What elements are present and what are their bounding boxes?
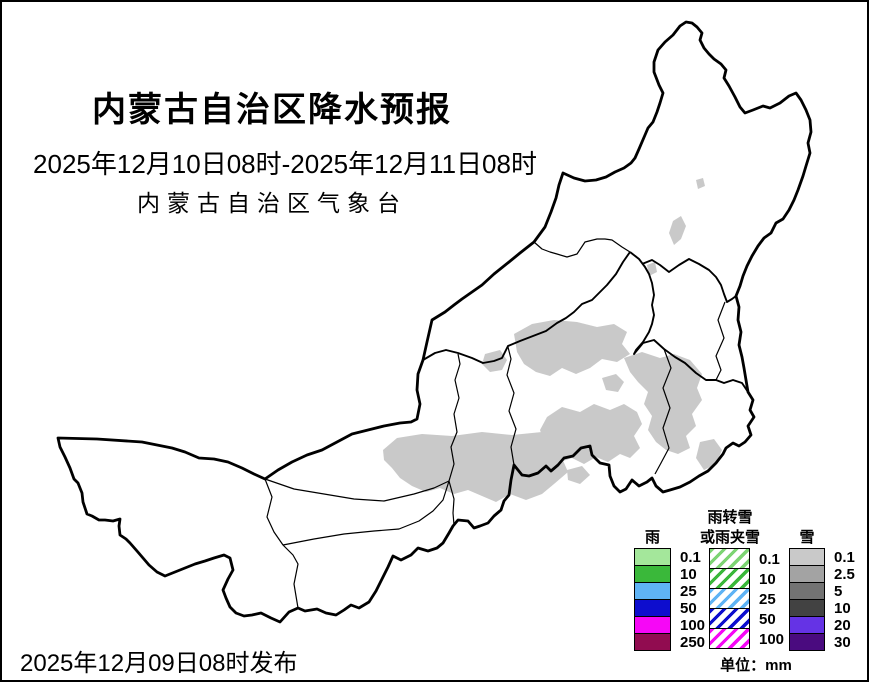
legend-swatch bbox=[634, 582, 671, 600]
legend-row: 30 bbox=[789, 633, 855, 651]
page-title: 内蒙古自治区降水预报 bbox=[92, 91, 452, 129]
legend-snow-swatches: 0.1 2.5 5 10 20 30 bbox=[789, 548, 855, 651]
legend-snow-title: 雪 bbox=[799, 529, 815, 546]
legend-swatch bbox=[634, 616, 671, 634]
legend-sleet-title: 雨转雪 或雨夹雪 bbox=[699, 509, 760, 546]
legend-row: 25 bbox=[709, 588, 784, 609]
legend-sleet-swatches: 0.1 10 25 50 100 bbox=[709, 548, 785, 649]
legend-swatch bbox=[634, 565, 671, 583]
precip-patch-central bbox=[514, 320, 630, 376]
legend-value: 50 bbox=[759, 610, 776, 628]
river-north-boundary bbox=[264, 478, 450, 502]
precip-patch-northeast bbox=[669, 216, 686, 245]
precip-patch-southeast bbox=[540, 404, 642, 464]
issue-time: 2025年12月09日08时发布 bbox=[20, 650, 298, 677]
legend-value: 250 bbox=[680, 634, 706, 651]
precip-patch-band bbox=[383, 432, 574, 502]
hohhot-boundary bbox=[448, 353, 461, 526]
legend-value: 0.1 bbox=[759, 550, 780, 568]
tongliao-hinggan-boundary bbox=[715, 301, 726, 381]
legend-row: 10 bbox=[634, 565, 705, 583]
legend-value: 30 bbox=[834, 634, 851, 651]
legend-row: 0.1 bbox=[709, 548, 784, 569]
legend-value: 50 bbox=[680, 600, 697, 617]
legend-value: 10 bbox=[834, 600, 851, 617]
legend-value: 0.1 bbox=[680, 549, 701, 566]
legend-row: 50 bbox=[634, 599, 705, 617]
legend-swatch-hatched bbox=[709, 588, 750, 609]
legend-row: 0.1 bbox=[634, 548, 705, 566]
legend-row: 25 bbox=[634, 582, 705, 600]
legend-value: 0.1 bbox=[834, 549, 855, 566]
legend-swatch-hatched bbox=[709, 628, 750, 649]
legend-value: 100 bbox=[680, 617, 706, 634]
legend-value: 10 bbox=[759, 570, 776, 588]
legend-swatch bbox=[634, 548, 671, 566]
precip-patch bbox=[602, 374, 624, 392]
region-outline bbox=[56, 20, 813, 624]
legend-row: 10 bbox=[789, 599, 855, 617]
legend-swatch bbox=[789, 548, 825, 566]
legend-row: 50 bbox=[709, 608, 784, 629]
precip-patch bbox=[647, 262, 657, 276]
legend-swatch bbox=[634, 599, 671, 617]
legend-value: 20 bbox=[834, 617, 851, 634]
legend-row: 10 bbox=[709, 568, 784, 589]
precip-patch bbox=[696, 439, 722, 470]
legend-rain-swatches: 0.1 10 25 50 100 250 bbox=[634, 548, 706, 651]
legend-row: 250 bbox=[634, 633, 706, 651]
legend-row: 100 bbox=[709, 628, 785, 649]
legend-value: 10 bbox=[680, 566, 697, 583]
precip-patch-east bbox=[624, 352, 702, 454]
legend-row: 2.5 bbox=[789, 565, 855, 583]
ulanqab-xilingol-boundary bbox=[506, 346, 517, 466]
hinggan-west-boundary bbox=[641, 258, 737, 303]
legend-swatch bbox=[789, 565, 825, 583]
legend-swatch bbox=[789, 599, 825, 617]
ordos-north-boundary bbox=[282, 480, 450, 546]
precipitation-legend: 雨 0.1 10 25 50 100 bbox=[628, 498, 866, 678]
precip-patch bbox=[696, 178, 705, 189]
precip-patch bbox=[567, 466, 590, 484]
legend-swatch bbox=[634, 633, 671, 651]
legend-row: 100 bbox=[634, 616, 706, 634]
legend-value: 100 bbox=[759, 630, 785, 648]
legend-swatch-hatched bbox=[709, 568, 750, 589]
forecast-period: 2025年12月10日08时-2025年12月11日08时 bbox=[33, 149, 537, 179]
legend-row: 5 bbox=[789, 582, 855, 600]
legend-value: 25 bbox=[680, 583, 697, 600]
legend-swatch-hatched bbox=[709, 608, 750, 629]
xilingol-north-boundary bbox=[422, 251, 631, 364]
legend-swatch bbox=[789, 633, 825, 651]
legend-swatch-hatched bbox=[709, 548, 750, 569]
precipitation-areas bbox=[383, 178, 722, 502]
legend-swatch bbox=[789, 582, 825, 600]
legend-unit-label: 单位：mm bbox=[720, 657, 792, 674]
legend-value: 5 bbox=[834, 583, 843, 600]
legend-rain-title: 雨 bbox=[644, 529, 660, 546]
legend-row: 0.1 bbox=[789, 548, 855, 566]
league-boundaries bbox=[264, 238, 749, 609]
legend-row: 20 bbox=[789, 616, 855, 634]
chifeng-tongliao-boundary bbox=[654, 348, 672, 475]
agency-name: 内蒙古自治区气象台 bbox=[137, 191, 407, 216]
legend-swatch bbox=[789, 616, 825, 634]
legend-value: 2.5 bbox=[834, 566, 855, 583]
hulunbuir-south-boundary bbox=[533, 238, 631, 258]
legend-value: 25 bbox=[759, 590, 776, 608]
